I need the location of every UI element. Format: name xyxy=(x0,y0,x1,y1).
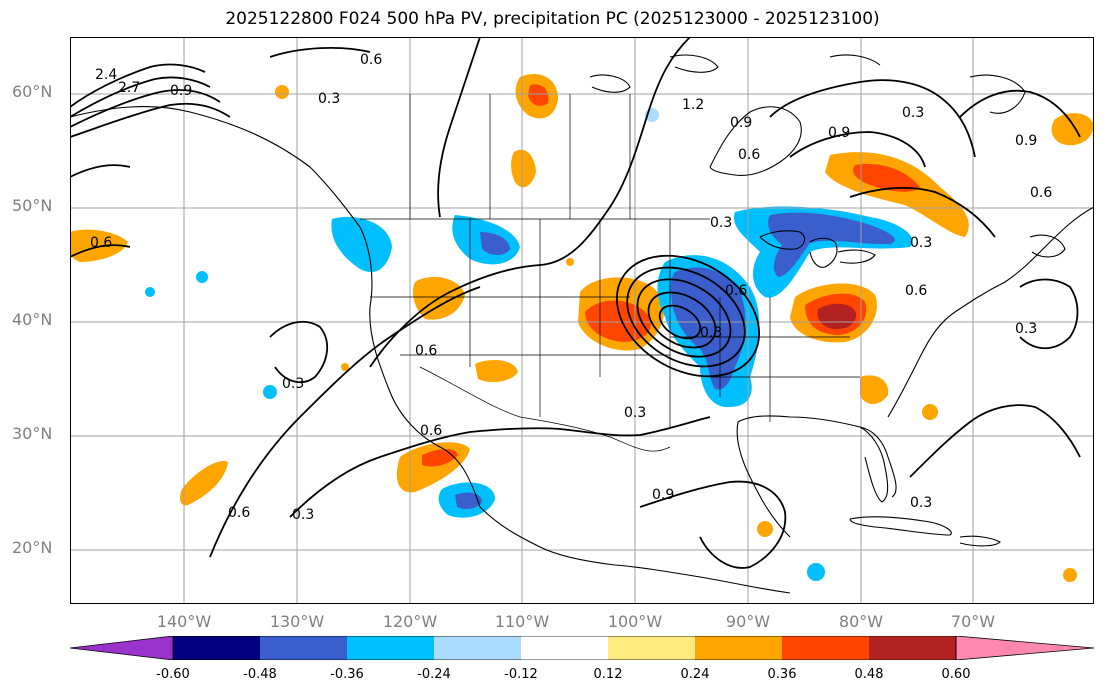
lat-label-20n: 20°N xyxy=(12,538,53,557)
colorbar-extend-min xyxy=(70,636,174,660)
chart-title: 2025122800 F024 500 hPa PV, precipitatio… xyxy=(225,9,880,29)
contour-label-7: 0.6 xyxy=(420,423,442,439)
colorbar-tick-pos-060: 0.60 xyxy=(941,667,971,682)
contour-label-24: 0.3 xyxy=(700,325,722,341)
lon-label-140w: 140°W xyxy=(156,612,212,631)
contour-label-8: 0.3 xyxy=(624,405,646,421)
contour-label-26: 2.7 xyxy=(118,80,140,96)
precip-extreme-positive-ohio-valley xyxy=(817,303,857,330)
contour-label-9: 0.3 xyxy=(710,215,732,231)
colorbar-tick-pos-012: 0.12 xyxy=(593,667,623,682)
colorbar-tick-neg-036: -0.36 xyxy=(330,667,364,682)
contour-label-25: 2.4 xyxy=(95,67,117,83)
contour-label-19: 0.6 xyxy=(1030,185,1052,201)
contour-label-20: 0.3 xyxy=(910,495,932,511)
precip-positive-southeast xyxy=(860,375,889,404)
lon-label-90w: 90°W xyxy=(725,612,771,631)
pv-contour-center-2 xyxy=(647,291,717,349)
contour-label-17: 0.3 xyxy=(902,105,924,121)
colorbar-tick-neg-060: -0.60 xyxy=(156,667,190,682)
contour-label-11: 0.9 xyxy=(730,115,752,131)
colorbar-bin-8 xyxy=(782,636,869,660)
colorbar-bin-2 xyxy=(260,636,347,660)
contour-label-6: 0.6 xyxy=(415,343,437,359)
precip-positive-greenland-coast xyxy=(1051,113,1094,146)
contour-label-12: 0.9 xyxy=(828,125,850,141)
contour-label-23: 0.6 xyxy=(725,283,747,299)
precip-strong-negative-great-lakes xyxy=(768,212,895,277)
contour-label-13: 0.6 xyxy=(738,147,760,163)
precip-negative-pacific-nw xyxy=(331,216,392,273)
contour-label-16: 0.3 xyxy=(1015,321,1037,337)
lon-label-120w: 120°W xyxy=(382,612,438,631)
precip-strong-positive-northwest-territories xyxy=(528,84,549,106)
colorbar-tick-neg-012: -0.12 xyxy=(504,667,538,682)
colorbar-bin-5 xyxy=(521,636,608,660)
precip-positive-saskatchewan xyxy=(511,149,536,188)
precip-strong-negative-baja xyxy=(455,492,482,510)
pv-contour-center-5 xyxy=(615,254,761,378)
contour-label-18: 0.9 xyxy=(1015,133,1037,149)
political-borders xyxy=(360,94,860,452)
pv-contour-labels: 0.3 0.6 0.3 0.3 0.6 0.6 0.6 0.3 0.3 1.2 … xyxy=(90,52,1052,523)
contour-label-10: 1.2 xyxy=(682,97,704,113)
colorbar-tick-pos-036: 0.36 xyxy=(767,667,797,682)
lon-label-110w: 110°W xyxy=(494,612,550,631)
map-panel: 0.3 0.6 0.3 0.3 0.6 0.6 0.6 0.3 0.3 1.2 … xyxy=(70,37,1094,604)
precip-positive-southwest xyxy=(475,360,518,383)
contour-label-14: 0.3 xyxy=(910,235,932,251)
lat-label-30n: 30°N xyxy=(12,424,53,443)
colorbar-tick-pos-024: 0.24 xyxy=(680,667,710,682)
lon-label-130w: 130°W xyxy=(269,612,325,631)
contour-label-5: 0.6 xyxy=(228,505,250,521)
lat-label-40n: 40°N xyxy=(12,310,53,329)
colorbar-tick-neg-048: -0.48 xyxy=(243,667,277,682)
pv-contour-center-4 xyxy=(626,266,746,368)
colorbar-tick-neg-024: -0.24 xyxy=(417,667,451,682)
pv-contour-center-3 xyxy=(636,278,732,358)
precip-shading xyxy=(70,73,1094,582)
map-canvas: 0.3 0.6 0.3 0.3 0.6 0.6 0.6 0.3 0.3 1.2 … xyxy=(70,37,1094,604)
colorbar-bin-6 xyxy=(608,636,695,660)
lon-label-80w: 80°W xyxy=(838,612,884,631)
colorbar-bin-1 xyxy=(173,636,260,660)
contour-label-2: 0.6 xyxy=(360,52,382,68)
colorbar-tick-pos-048: 0.48 xyxy=(854,667,884,682)
lon-label-70w: 70°W xyxy=(950,612,996,631)
precip-strong-negative-central-us xyxy=(670,267,746,390)
colorbar-bin-7 xyxy=(695,636,782,660)
colorbar-extend-max xyxy=(955,636,1094,660)
contour-label-22: 0.9 xyxy=(170,83,192,99)
pv-contour-center-1 xyxy=(658,304,702,340)
contour-label-4: 0.3 xyxy=(292,507,314,523)
contour-label-21: 0.6 xyxy=(90,235,112,251)
contour-label-1: 0.3 xyxy=(318,91,340,107)
coastlines xyxy=(70,54,1094,594)
lon-label-100w: 100°W xyxy=(607,612,663,631)
colorbar-bin-4 xyxy=(434,636,521,660)
precip-strong-positive-quebec xyxy=(853,163,920,192)
lat-label-50n: 50°N xyxy=(12,196,53,215)
lat-label-60n: 60°N xyxy=(12,82,53,101)
colorbar-bin-9 xyxy=(869,636,956,660)
pv-contours xyxy=(70,37,1081,569)
precip-strong-negative-northern-rockies xyxy=(480,232,510,255)
precip-positive-pacific-sw xyxy=(180,461,228,506)
contour-label-3: 0.3 xyxy=(282,376,304,392)
contour-label-27: 0.9 xyxy=(652,487,674,503)
colorbar xyxy=(70,636,1094,660)
contour-label-15: 0.6 xyxy=(905,283,927,299)
colorbar-bin-3 xyxy=(347,636,434,660)
